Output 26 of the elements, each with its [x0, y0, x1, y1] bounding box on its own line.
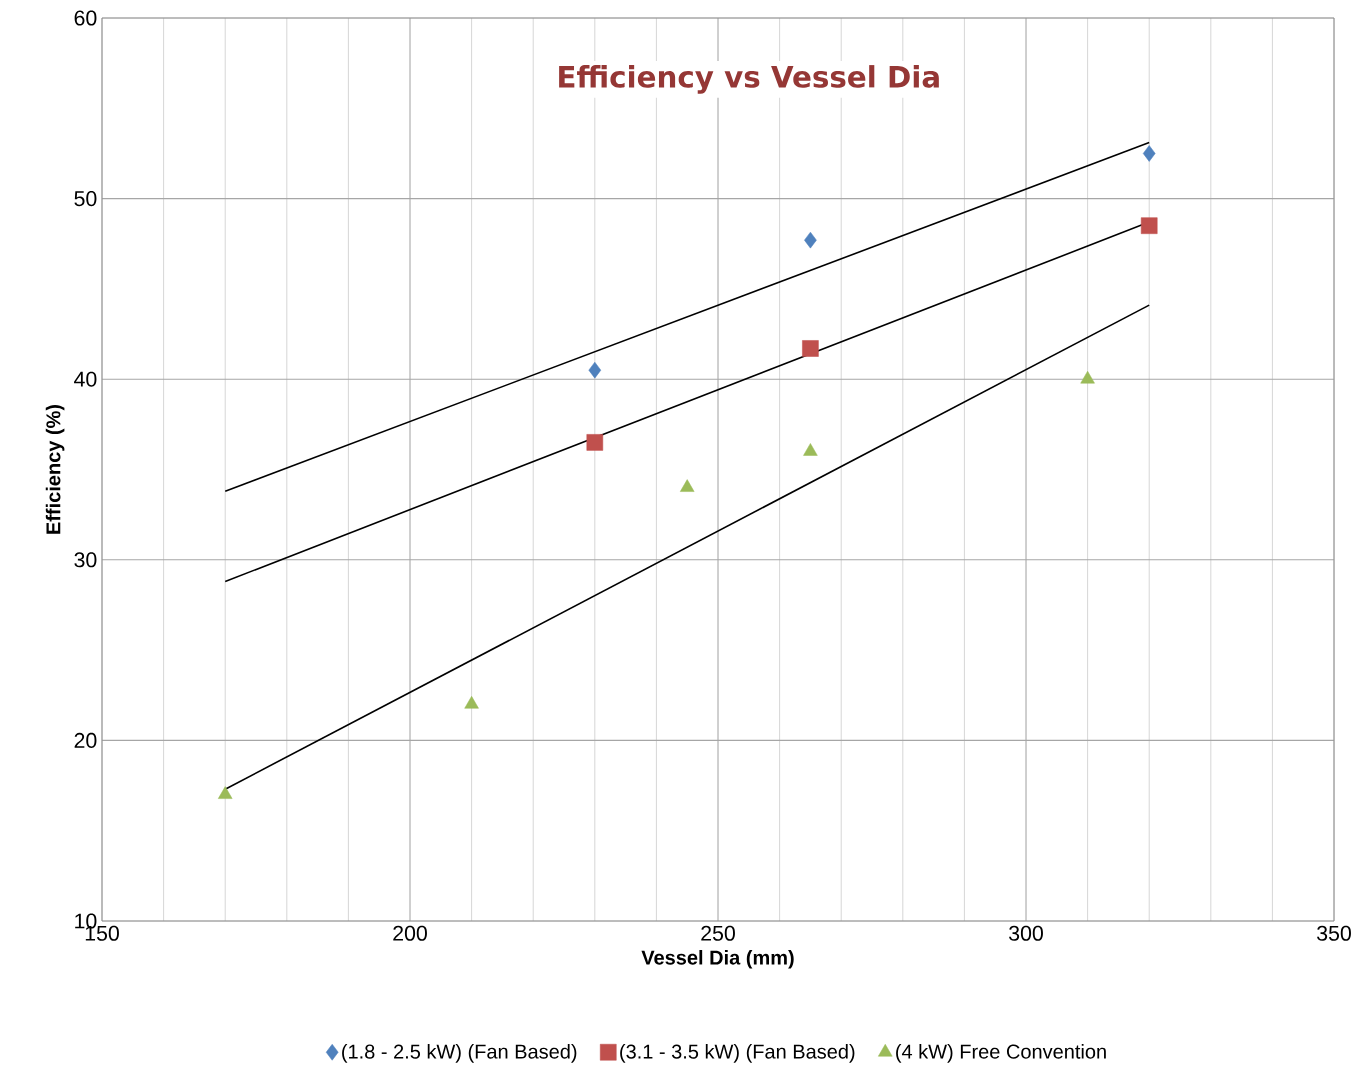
point: [803, 443, 818, 456]
y-tick-label: 30: [74, 552, 97, 568]
y-tick-label: 40: [74, 371, 97, 387]
point: [218, 786, 233, 799]
y-tick-label: 50: [74, 191, 97, 207]
y-tick-label: 60: [74, 10, 97, 26]
y-axis-title: Efficiency (%): [45, 404, 65, 534]
point: [1140, 217, 1158, 234]
point: [1142, 145, 1156, 162]
point: [464, 696, 479, 709]
legend-label: (4 kW) Free Convention: [896, 1044, 1106, 1063]
x-tick-label: 250: [701, 925, 735, 941]
point: [680, 479, 695, 492]
x-tick-label: 350: [1317, 925, 1351, 941]
point: [1080, 370, 1095, 384]
text: Efficiency vs Vessel Dia: [559, 65, 939, 94]
x-axis-title: Vessel Dia (mm): [641, 949, 794, 969]
legend-label: (3.1 - 3.5 kW) (Fan Based): [620, 1044, 855, 1063]
point: [586, 434, 604, 451]
x-tick-label: 200: [393, 925, 427, 941]
point: [804, 231, 817, 249]
point: [588, 361, 602, 379]
legend-label: (1.8 - 2.5 kW) (Fan Based): [342, 1044, 577, 1063]
x-tick-label: 300: [1009, 925, 1043, 941]
point: [802, 340, 819, 357]
y-tick-label: 20: [74, 732, 97, 748]
